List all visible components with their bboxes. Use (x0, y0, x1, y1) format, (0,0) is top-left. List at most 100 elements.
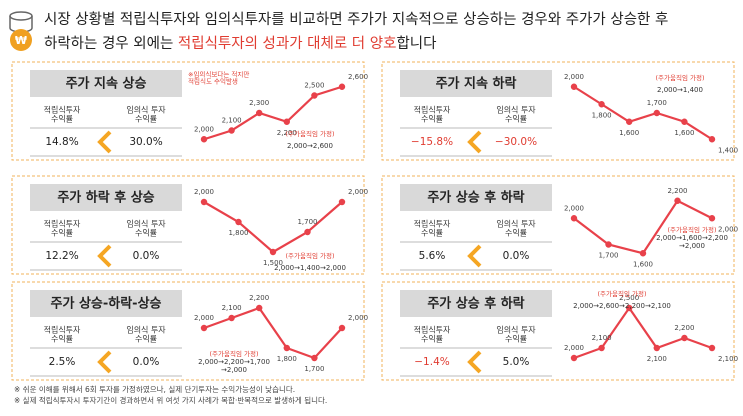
value-label: 2,100 (718, 355, 738, 363)
value-label: 2,000 (718, 225, 738, 233)
note: 2,000→1,400 (657, 86, 703, 94)
panel-title: 주가 상승 후 하락 (427, 190, 524, 206)
value-label: 2,000 (194, 314, 214, 322)
note: 2,000→2,200→1,700 →2,000 (198, 358, 270, 374)
stat-label: 적립식투자 수익률 (44, 324, 81, 343)
chevron (97, 130, 112, 154)
value-label: 2,100 (592, 334, 612, 342)
price-line (203, 306, 343, 360)
price-point (653, 344, 660, 352)
value-label: 2,000 (348, 314, 368, 322)
price-point (228, 127, 235, 134)
price-point (626, 118, 633, 125)
title-box (400, 290, 552, 317)
price-point (200, 136, 208, 143)
price-point (338, 83, 346, 90)
panel-title: 주가 상승-하락-상승 (51, 296, 162, 312)
annotation: ※임의식보다는 적지만 적립식도 수익발생 (188, 69, 249, 85)
price-point (304, 228, 311, 236)
stat-label: 임의식 투자 수익률 (126, 218, 166, 237)
stat-label: 임의식 투자 수익률 (496, 324, 536, 343)
value-label: 2,200 (249, 294, 269, 302)
value-label: 1,500 (263, 259, 283, 267)
stat-label: 적립식투자 수익률 (44, 104, 81, 123)
price-point (228, 314, 235, 322)
price-point (708, 215, 716, 222)
stat-label: 임의식 투자 수익률 (126, 324, 166, 343)
value-label: 2,000 (564, 344, 584, 352)
price-point (708, 344, 716, 352)
value-label: 2,500 (304, 82, 324, 90)
price-point (708, 136, 716, 143)
svg-text:₩: ₩ (15, 34, 27, 47)
price-point (283, 344, 290, 352)
price-point (639, 250, 647, 257)
stat-label: 임의식 투자 수익률 (126, 104, 166, 123)
chevron (97, 350, 112, 374)
value-label: 1,800 (228, 229, 248, 237)
header-text: 합니다 (396, 35, 436, 52)
price-point (674, 197, 681, 204)
note: 2,000→1,600→2,200 →2,000 (656, 234, 728, 250)
panel-title: 주가 지속 하락 (436, 76, 517, 92)
panel-title: 주가 지속 상승 (66, 77, 147, 92)
price-point (311, 92, 318, 99)
price-point (605, 241, 612, 248)
note-title: (주가움직임 가정) (286, 251, 335, 260)
stat-value: 5.6% (419, 250, 446, 262)
note: 2,000→2,600→2,200→2,100 (573, 302, 671, 310)
value-label: 1,800 (277, 355, 297, 363)
price-point (570, 354, 578, 362)
stat-value: 2.5% (49, 356, 76, 368)
stat-value: 0.0% (503, 250, 530, 262)
value-label: 2,000 (564, 204, 584, 212)
stat-label: 임의식 투자 수익률 (496, 218, 536, 237)
title-box (30, 290, 182, 317)
note: 2,000→1,400→2,000 (274, 264, 346, 272)
stat-value: −30.0% (495, 136, 537, 148)
price-point (681, 118, 688, 125)
value-label: 1,700 (297, 218, 317, 226)
value-label: 2,000 (564, 73, 584, 81)
price-point (338, 198, 346, 206)
price-point (256, 304, 263, 312)
value-label: 1,600 (619, 129, 639, 137)
price-point (653, 109, 660, 117)
price-point (570, 215, 578, 222)
chevron (97, 244, 112, 268)
value-label: 2,200 (674, 324, 694, 332)
note-title: (주가움직임 가정) (210, 349, 259, 358)
value-label: 2,000 (194, 188, 214, 196)
note-title: (주가움직임 가정) (656, 73, 705, 82)
stat-value: 0.0% (133, 356, 160, 368)
note: 2,000→2,600 (287, 142, 333, 150)
title-box (30, 184, 182, 211)
stat-value: −15.8% (411, 136, 453, 148)
stat-value: −1.4% (414, 356, 449, 368)
header-line: 시장 상황별 적립식투자와 임의식투자를 비교하면 주가가 지속적으로 상승하는… (44, 11, 668, 28)
price-point (283, 118, 290, 125)
stat-label: 적립식투자 수익률 (44, 218, 81, 237)
price-point (311, 354, 318, 362)
value-label: 1,700 (304, 365, 324, 373)
stat-value: 5.0% (503, 356, 530, 368)
value-label: 1,600 (633, 260, 653, 268)
value-label: 1,800 (592, 111, 612, 119)
header-highlight: 적립식투자의 성과가 대체로 더 양호 (178, 35, 397, 52)
chevron (467, 130, 482, 154)
price-point (338, 324, 346, 332)
value-label: 2,500 (619, 294, 639, 302)
price-line (573, 306, 713, 360)
footnote: ※ 쉬운 이해를 위해서 6회 투자를 가정하였으나, 실제 단기투자는 수익가… (14, 384, 295, 394)
value-label: 1,700 (598, 252, 618, 260)
price-line (203, 85, 343, 141)
price-point (200, 198, 208, 206)
value-label: 2,000 (348, 188, 368, 196)
